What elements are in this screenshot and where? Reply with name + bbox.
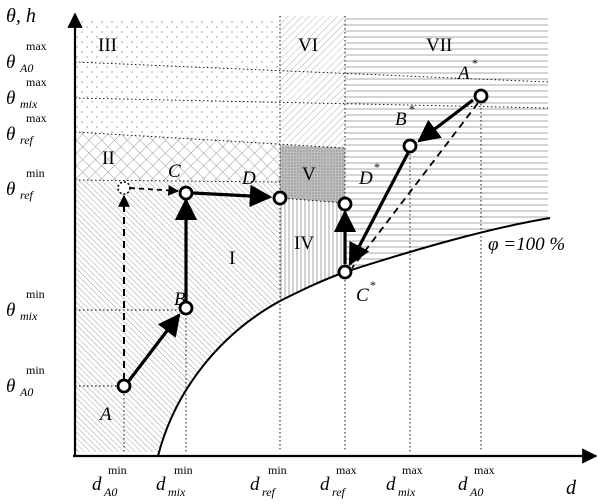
svg-text:θ: θ <box>6 300 15 321</box>
y-tick-labels: θ max A0 θ max mix θ max ref θ min ref θ… <box>6 39 47 399</box>
region-label-II: II <box>102 148 115 169</box>
svg-text:ref: ref <box>20 188 35 202</box>
region-labels: III VI VII II V I IV <box>98 35 452 269</box>
guide-lines <box>74 16 549 452</box>
svg-text:ref: ref <box>332 485 347 499</box>
x-tick-d-mix-max: d max mix <box>386 463 423 499</box>
svg-text:θ: θ <box>6 179 15 200</box>
label-A: A <box>98 404 112 425</box>
region-V <box>280 145 345 203</box>
x-axis-label: d <box>566 477 577 499</box>
point-A <box>116 378 132 394</box>
svg-text:θ: θ <box>6 376 15 397</box>
process-paths <box>118 98 479 383</box>
label-D-star-mark: * <box>374 160 380 174</box>
y-tick-theta-ref-min: θ min ref <box>6 166 45 202</box>
label-C-star-mark: * <box>370 278 376 292</box>
point-A-star <box>473 88 489 104</box>
svg-text:d: d <box>458 474 468 495</box>
svg-text:θ: θ <box>6 52 15 73</box>
svg-text:max: max <box>26 111 47 125</box>
svg-text:max: max <box>402 463 423 477</box>
point-A-dashed <box>117 181 131 195</box>
region-label-I: I <box>229 248 235 269</box>
svg-text:d: d <box>156 474 166 495</box>
svg-text:ref: ref <box>262 485 277 499</box>
axes <box>67 12 598 464</box>
svg-text:d: d <box>250 474 260 495</box>
point-D <box>272 190 288 206</box>
point-D-star <box>337 196 353 212</box>
points <box>116 88 489 394</box>
point-C <box>178 185 194 201</box>
label-C: C <box>168 161 181 182</box>
y-tick-theta-mix-min: θ min mix <box>6 287 45 323</box>
point-C-star <box>337 264 353 280</box>
point-labels: A B C D A * B * D * C * <box>98 56 478 425</box>
region-IV <box>280 198 345 301</box>
saturation-curve <box>157 217 551 457</box>
svg-text:mix: mix <box>20 309 38 323</box>
svg-text:A0: A0 <box>103 485 117 499</box>
y-tick-theta-A0-min: θ min A0 <box>6 363 45 399</box>
y-tick-theta-A0-max: θ max A0 <box>6 39 47 75</box>
label-B: B <box>174 289 186 310</box>
saturation-curve-label: φ =100 % <box>488 234 565 255</box>
svg-text:mix: mix <box>398 485 416 499</box>
svg-text:max: max <box>26 39 47 53</box>
label-A-star: A <box>456 63 470 84</box>
svg-text:min: min <box>26 166 45 180</box>
svg-text:max: max <box>336 463 357 477</box>
region-label-IV: IV <box>294 233 314 254</box>
svg-text:θ: θ <box>6 124 15 145</box>
label-A-star-mark: * <box>472 56 478 70</box>
x-tick-d-ref-max: d max ref <box>320 463 357 499</box>
region-label-VII: VII <box>426 35 452 56</box>
x-tick-d-A0-min: d min A0 <box>92 463 127 499</box>
label-B-star: B <box>395 109 407 130</box>
svg-text:A0: A0 <box>469 485 483 499</box>
svg-text:mix: mix <box>20 97 38 111</box>
svg-text:θ: θ <box>6 88 15 109</box>
svg-text:A0: A0 <box>19 61 33 75</box>
label-B-star-mark: * <box>409 102 415 116</box>
svg-text:min: min <box>26 363 45 377</box>
y-tick-theta-mix-max: θ max mix <box>6 75 47 111</box>
region-III <box>75 20 280 142</box>
point-B <box>178 300 194 316</box>
svg-text:min: min <box>268 463 287 477</box>
svg-text:A0: A0 <box>19 385 33 399</box>
svg-text:d: d <box>92 474 102 495</box>
label-D: D <box>241 168 256 189</box>
svg-text:max: max <box>26 75 47 89</box>
x-tick-d-mix-min: d min mix <box>156 463 193 499</box>
label-D-star: D <box>358 168 373 189</box>
x-tick-d-ref-min: d min ref <box>250 463 287 499</box>
region-II <box>75 132 280 182</box>
region-label-III: III <box>98 35 117 56</box>
svg-text:min: min <box>174 463 193 477</box>
svg-text:mix: mix <box>168 485 186 499</box>
svg-text:d: d <box>320 474 330 495</box>
x-tick-labels: d min A0 d min mix d min ref d max ref d… <box>92 463 495 499</box>
svg-text:min: min <box>26 287 45 301</box>
region-label-V: V <box>302 164 316 185</box>
y-axis-label: θ, h <box>6 5 36 27</box>
region-VI <box>280 16 345 148</box>
label-C-star: C <box>356 285 369 306</box>
region-label-VI: VI <box>298 35 318 56</box>
point-B-star <box>402 138 418 154</box>
svg-text:d: d <box>386 474 396 495</box>
svg-text:ref: ref <box>20 133 35 147</box>
svg-text:max: max <box>474 463 495 477</box>
svg-text:min: min <box>108 463 127 477</box>
y-tick-theta-ref-max: θ max ref <box>6 111 47 147</box>
x-tick-d-A0-max: d max A0 <box>458 463 495 499</box>
